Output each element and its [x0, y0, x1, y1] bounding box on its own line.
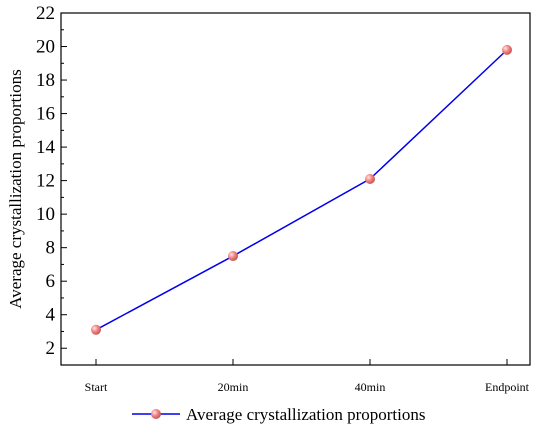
- plot-frame: [60, 12, 531, 366]
- y-axis: 2 4 6 8 10 12 14 16 18 20 22: [36, 3, 67, 359]
- x-tick-label: Endpoint: [485, 380, 530, 394]
- y-tick-label: 2: [46, 338, 56, 359]
- x-tick-label: Start: [85, 380, 108, 394]
- y-tick-label: 4: [46, 305, 56, 326]
- x-axis: Start 20min 40min Endpoint: [85, 359, 530, 394]
- data-point: [365, 173, 375, 184]
- y-tick-label: 12: [36, 171, 55, 192]
- y-tick-label: 20: [36, 37, 55, 58]
- data-point: [228, 251, 238, 262]
- y-tick-label: 6: [46, 271, 56, 292]
- data-point: [502, 44, 512, 55]
- y-tick-label: 22: [36, 3, 55, 24]
- y-axis-title: Average crystallization proportions: [6, 69, 25, 309]
- legend-label: Average crystallization proportions: [186, 405, 426, 424]
- series-layer: [91, 44, 512, 335]
- legend: Average crystallization proportions: [132, 405, 426, 424]
- x-tick-label: 40min: [355, 380, 386, 394]
- y-tick-label: 18: [36, 70, 55, 91]
- x-tick-label: 20min: [218, 380, 249, 394]
- y-tick-label: 14: [36, 137, 56, 158]
- y-tick-label: 10: [36, 204, 55, 225]
- legend-marker: [151, 409, 161, 419]
- y-tick-label: 16: [36, 104, 55, 125]
- y-tick-label: 8: [46, 238, 56, 259]
- data-point: [91, 324, 101, 335]
- series-line: [95, 49, 508, 331]
